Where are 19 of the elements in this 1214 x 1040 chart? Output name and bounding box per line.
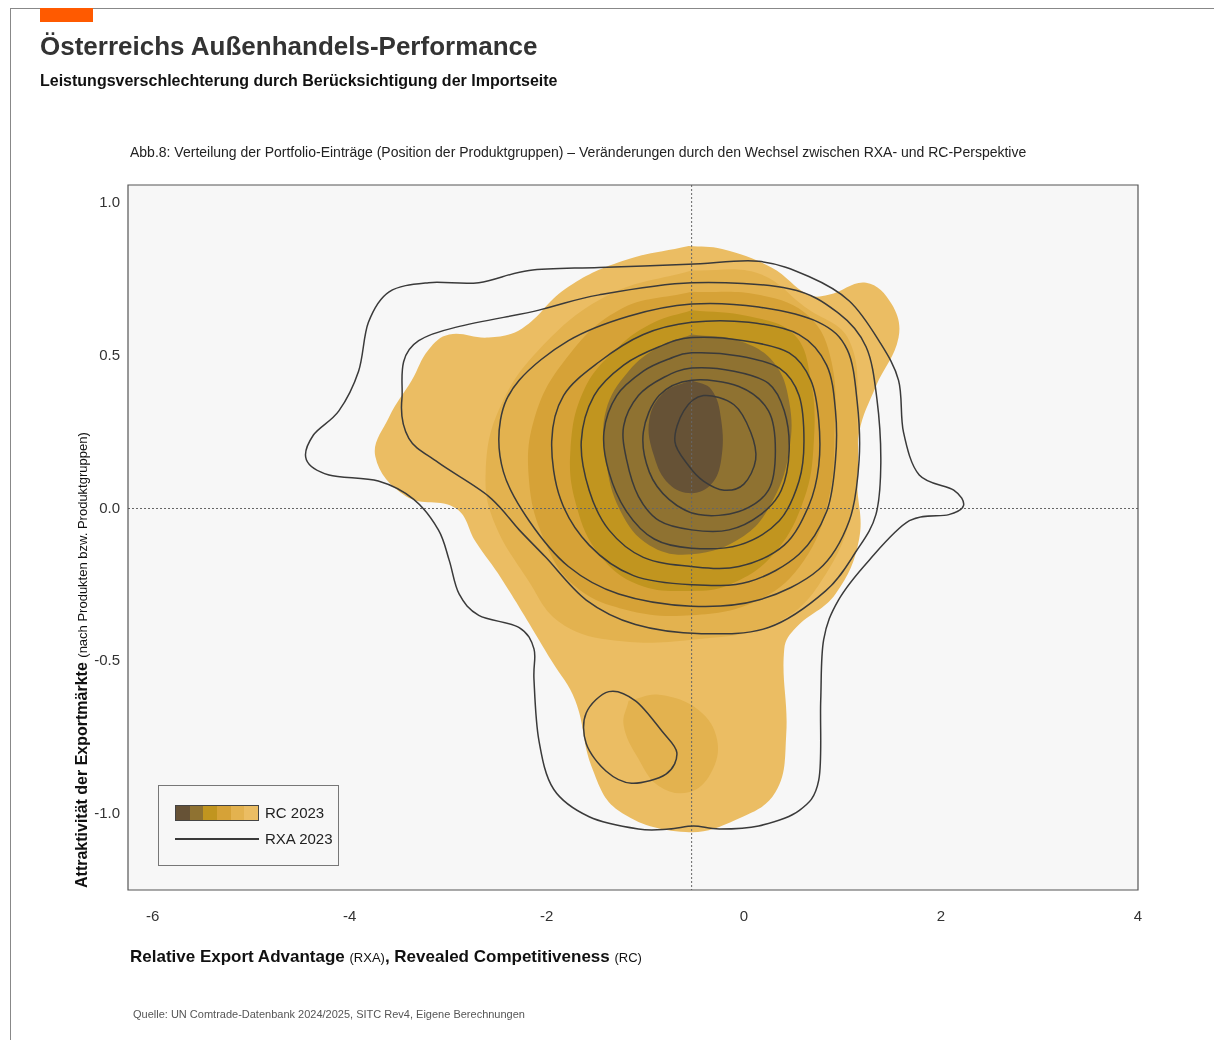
caption: Abb.8: Verteilung der Portfolio-Einträge (Position der Produktgruppen) – Veränderungen durch den Wechsel zwischen RXA- und RC-Perspektive [130, 144, 1027, 160]
chart-subtitle: Leistungsverschlechterung durch Berücksichtigung der Importseite [40, 72, 558, 90]
y-tick-label: -0.5 [94, 651, 120, 669]
y-tick-label: 1.0 [99, 193, 120, 211]
chart-title: Österreichs Außenhandels-Performance [40, 31, 538, 62]
annotation: RXA 2023 [265, 830, 333, 847]
x-tick-label: 2 [936, 907, 946, 925]
x-axis-title: Relative Export Advantage (RXA), Revealed Competitiveness (RC) [130, 947, 642, 966]
x-tick-label: 4 [1133, 907, 1143, 925]
x-tick-label: -6 [145, 907, 160, 925]
x-tick-label: -4 [343, 907, 357, 925]
y-tick-label: -1.0 [94, 803, 120, 821]
y-tick-label: 0.5 [99, 346, 120, 364]
legend-label: RC 2023 [265, 804, 325, 821]
y-tick-label: 0.0 [99, 498, 120, 516]
x-tick-label: -2 [540, 907, 554, 925]
source-note: Quelle: UN Comtrade-Datenbank 2024/2025, SITC Rev4, Eigene Berechnungen [133, 1008, 525, 1020]
y-axis-title: Attraktivität der Exportmärkte (nach Produkten bzw. Produktgruppen) [73, 432, 90, 888]
x-tick-label: 0 [739, 907, 749, 925]
